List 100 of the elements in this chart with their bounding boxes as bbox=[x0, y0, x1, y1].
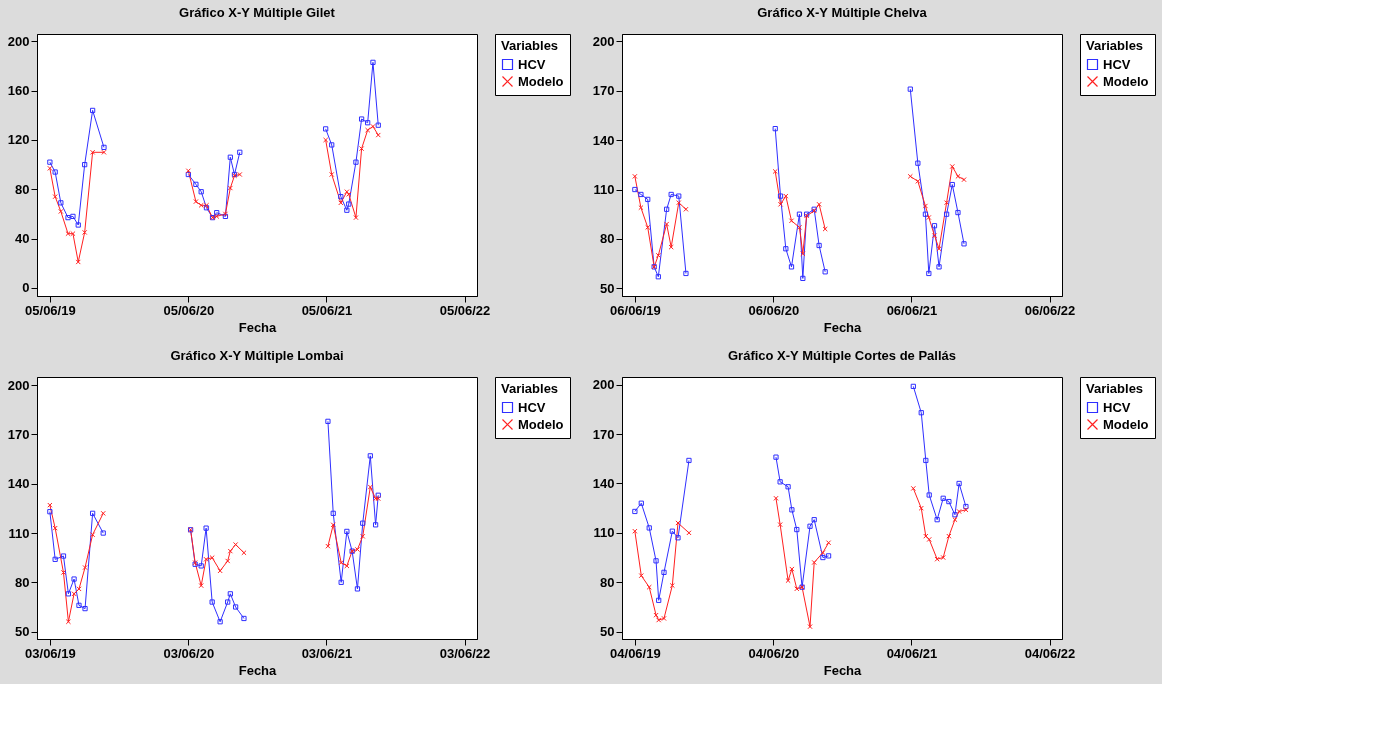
point bbox=[820, 549, 826, 556]
point bbox=[76, 586, 82, 592]
legend-label: Modelo bbox=[518, 73, 564, 89]
legend-title: Variables bbox=[501, 38, 559, 53]
x-tick-label: 05/06/22 bbox=[439, 302, 491, 318]
x-axis-title: Fecha bbox=[238, 662, 278, 678]
point bbox=[375, 132, 381, 138]
point bbox=[353, 215, 359, 221]
point bbox=[329, 171, 335, 178]
point bbox=[655, 252, 661, 258]
y-tick-label: 80 bbox=[600, 231, 615, 247]
point bbox=[323, 126, 329, 132]
point bbox=[52, 169, 58, 175]
point bbox=[82, 564, 88, 571]
point bbox=[943, 211, 950, 217]
y-tick-label: 120 bbox=[7, 132, 30, 148]
point bbox=[360, 533, 366, 539]
point bbox=[807, 624, 813, 630]
point bbox=[646, 584, 652, 590]
point bbox=[338, 579, 344, 585]
point bbox=[783, 246, 789, 252]
point bbox=[664, 221, 670, 227]
point bbox=[645, 224, 651, 230]
point bbox=[360, 520, 366, 526]
point bbox=[325, 418, 331, 424]
point bbox=[233, 541, 239, 548]
point bbox=[58, 208, 64, 215]
point bbox=[785, 484, 791, 490]
point bbox=[907, 173, 913, 179]
point bbox=[936, 264, 942, 270]
point bbox=[675, 535, 681, 541]
chart-title: Gráfico X-Y Múltiple Chelva bbox=[757, 4, 928, 20]
y-tick-label: 170 bbox=[7, 426, 30, 442]
legend-label: Modelo bbox=[1103, 73, 1149, 89]
x-tick-label: 03/06/19 bbox=[25, 645, 76, 661]
point bbox=[683, 206, 689, 212]
x-tick-label: 03/06/21 bbox=[301, 645, 353, 661]
point bbox=[203, 556, 209, 562]
point bbox=[70, 213, 76, 220]
point bbox=[946, 498, 952, 505]
point bbox=[370, 123, 376, 130]
point bbox=[926, 492, 932, 498]
legend-label: HCV bbox=[518, 399, 546, 415]
point bbox=[772, 126, 778, 132]
point bbox=[375, 492, 381, 498]
point bbox=[323, 137, 329, 143]
x-tick-label: 06/06/21 bbox=[886, 302, 938, 318]
point bbox=[358, 116, 365, 122]
point bbox=[185, 168, 191, 174]
legend-label: Modelo bbox=[1103, 416, 1149, 432]
point bbox=[940, 495, 946, 501]
point bbox=[365, 127, 371, 133]
x-tick-label: 04/06/22 bbox=[1024, 645, 1076, 661]
chart-title: Gráfico X-Y Múltiple Cortes de Pallás bbox=[727, 347, 957, 363]
point bbox=[646, 525, 652, 531]
point bbox=[825, 540, 832, 546]
point bbox=[816, 201, 822, 207]
point bbox=[354, 586, 361, 592]
point bbox=[100, 510, 106, 516]
point bbox=[789, 566, 795, 572]
point bbox=[807, 523, 813, 529]
point bbox=[777, 201, 784, 207]
point bbox=[71, 591, 77, 597]
x-tick-label: 05/06/19 bbox=[25, 302, 76, 318]
point bbox=[956, 480, 962, 487]
point bbox=[100, 530, 106, 536]
point bbox=[934, 517, 940, 523]
point bbox=[656, 597, 662, 603]
legend-label: HCV bbox=[518, 56, 546, 72]
point bbox=[82, 229, 88, 236]
point bbox=[82, 605, 88, 612]
y-tick-label: 50 bbox=[600, 280, 615, 296]
legend-title: Variables bbox=[501, 381, 559, 396]
point bbox=[915, 178, 921, 184]
y-tick-label: 50 bbox=[600, 624, 615, 640]
point bbox=[58, 200, 64, 206]
point bbox=[65, 619, 72, 625]
point bbox=[785, 577, 791, 584]
point bbox=[800, 275, 806, 282]
point bbox=[372, 522, 379, 528]
point bbox=[686, 457, 692, 464]
point bbox=[655, 274, 661, 280]
point bbox=[227, 154, 233, 160]
y-tick-label: 140 bbox=[592, 475, 615, 491]
point bbox=[661, 569, 667, 575]
point bbox=[47, 159, 53, 165]
point bbox=[922, 203, 929, 209]
point bbox=[75, 222, 81, 228]
y-tick-label: 200 bbox=[7, 33, 30, 49]
point bbox=[365, 120, 371, 126]
point bbox=[358, 145, 365, 152]
point bbox=[788, 218, 795, 224]
point bbox=[772, 168, 778, 175]
point bbox=[52, 194, 58, 200]
x-axis-title: Fecha bbox=[823, 319, 863, 335]
y-tick-label: 50 bbox=[15, 624, 30, 640]
point bbox=[926, 536, 932, 543]
legend-title: Variables bbox=[1086, 381, 1144, 396]
point bbox=[65, 215, 71, 221]
point bbox=[777, 479, 783, 485]
